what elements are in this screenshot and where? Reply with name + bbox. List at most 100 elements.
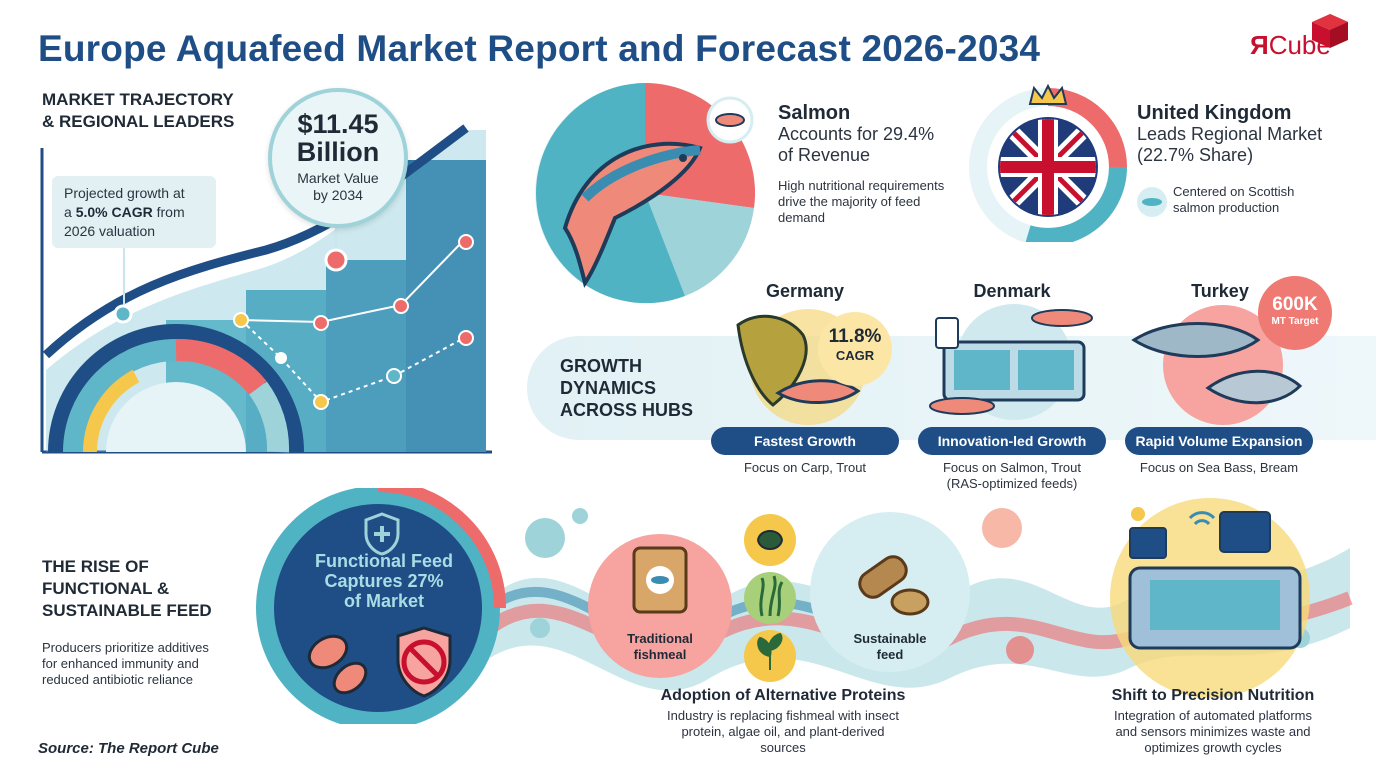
hubs-heading-line2: DYNAMICS [560, 378, 657, 398]
germany-pill: Fastest Growth [711, 427, 899, 455]
salmon-note-line1: High nutritional requirements [778, 178, 945, 193]
dashboard-icon [1219, 511, 1271, 553]
functional-circle-line2: Captures 27% [324, 571, 444, 591]
functional-circle-line1: Functional Feed [314, 551, 453, 571]
denmark-note-line1: Focus on Salmon, Trout [942, 460, 1081, 475]
shield-icon [364, 512, 400, 556]
probiotic-icon [307, 634, 368, 695]
hub-germany-name: Germany [765, 281, 845, 301]
turkey-note: Focus on Sea Bass, Bream [1112, 460, 1326, 476]
bream-icon [1205, 369, 1303, 405]
traditional-line2: fishmeal [633, 647, 687, 662]
trajectory-heading-line1: MARKET TRAJECTORY [42, 90, 234, 109]
hubs-heading-line3: ACROSS HUBS [560, 400, 694, 420]
market-value-bubble: $11.45 Billion Market Value by 2034 [268, 88, 408, 228]
germany-badge-value: 11.8% [828, 326, 882, 347]
uk-note: Centered on Scottish salmon production [1173, 184, 1294, 216]
uk-flag-icon [1000, 119, 1096, 215]
functional-heading: THE RISE OF FUNCTIONAL & SUSTAINABLE FEE… [42, 556, 212, 622]
turkey-badge-value: 600K [1272, 294, 1318, 315]
functional-heading-line3: SUSTAINABLE FEED [42, 601, 212, 620]
sustainable-line1: Sustainable [853, 631, 927, 646]
germany-badge-label: CAGR [835, 348, 875, 363]
denmark-note-line2: (RAS-optimized feeds) [946, 476, 1078, 491]
functional-note-line1: Producers prioritize additives [42, 640, 209, 655]
turkey-badge-label: MT Target [1271, 316, 1319, 327]
uk-sub-line2: (22.7% Share) [1137, 145, 1254, 165]
feed-pellet-icon [858, 555, 908, 599]
salmon-fish-icon-a [1031, 309, 1093, 327]
market-value-label-line2: by 2034 [313, 187, 363, 203]
uk-note-line1: Centered on Scottish [1173, 184, 1295, 199]
turkey-badge: 600K MT Target [1258, 276, 1332, 350]
uk-donut [969, 83, 1127, 242]
algae-icon [759, 575, 784, 617]
germany-illustration [736, 309, 866, 425]
trajectory-heading-line2: & REGIONAL LEADERS [42, 112, 235, 131]
logo-mark: Я [1250, 30, 1269, 60]
market-value-unit: Billion [296, 137, 380, 167]
salmon-fish-icon [562, 141, 703, 288]
salmon-sub-line2: of Revenue [778, 145, 871, 165]
functional-heading-line2: FUNCTIONAL & [42, 579, 170, 598]
hub-denmark-name: Denmark [973, 281, 1051, 301]
salmon-title: Salmon [778, 102, 851, 124]
turkey-pill: Rapid Volume Expansion [1125, 427, 1313, 455]
callout-line3: 2026 valuation [64, 223, 156, 239]
crown-icon [1028, 83, 1068, 105]
logo-word: Cube [1268, 30, 1331, 60]
market-value: $11.45 [297, 109, 379, 139]
hub-turkey-name: Turkey [1191, 281, 1249, 301]
functional-note-line3: reduced antibiotic reliance [42, 672, 194, 687]
callout-a: a [64, 204, 76, 220]
logo-cube-icon [1312, 14, 1348, 48]
uk-note-line2: salmon production [1173, 200, 1280, 215]
sea-bass-icon [1131, 322, 1261, 358]
denmark-note: Focus on Salmon, Trout (RAS-optimized fe… [905, 460, 1119, 492]
sustainable-feed-label: Sustainable feed [830, 631, 950, 663]
proteins-note-line2: protein, algae oil, and plant-derived [681, 724, 885, 739]
callout-line1: Projected growth at [64, 185, 185, 201]
functional-circle-text: Functional Feed Captures 27% of Market [298, 551, 470, 611]
proteins-note-line1: Industry is replacing fishmeal with inse… [667, 708, 899, 723]
precision-note-line2: and sensors minimizes waste and [1115, 724, 1311, 739]
precision-note-line1: Integration of automated platforms [1113, 708, 1312, 723]
functional-note: Producers prioritize additives for enhan… [42, 640, 209, 688]
plant-icon [757, 632, 783, 670]
uk-block: United Kingdom Leads Regional Market (22… [1137, 102, 1322, 166]
page-title: Europe Aquafeed Market Report and Foreca… [38, 28, 1041, 69]
salmon-note-line2: drive the majority of feed [778, 194, 921, 209]
salmon-sub-line1: Accounts for 29.4% [778, 124, 935, 144]
market-value-label-line1: Market Value [297, 170, 379, 186]
germany-badge: 11.8% CAGR [818, 312, 892, 386]
functional-note-line2: for enhanced immunity and [42, 656, 199, 671]
denmark-pill: Innovation-led Growth [918, 427, 1106, 455]
proteins-note-line3: sources [760, 740, 806, 755]
source-note: Source: The Report Cube [38, 740, 219, 757]
trajectory-illustration [40, 124, 492, 454]
germany-note: Focus on Carp, Trout [705, 460, 905, 476]
functional-icons [307, 626, 452, 698]
turkey-illustration [1131, 305, 1303, 425]
proteins-title: Adoption of Alternative Proteins [660, 687, 906, 704]
germany-note-line1: Focus on Carp, Trout [743, 460, 867, 475]
precision-note-line3: optimizes growth cycles [1144, 740, 1282, 755]
cagr-value: 5.0% CAGR [75, 204, 153, 220]
monitor-icon [935, 317, 959, 349]
turkey-note-line1: Focus on Sea Bass, Bream [1139, 460, 1299, 475]
sustainable-line2: feed [876, 647, 904, 662]
salmon-pie [535, 83, 756, 304]
wifi-icon [1188, 511, 1216, 526]
no-antibiotic-icon [396, 626, 452, 698]
insect-icon [756, 530, 784, 550]
functional-circle-line3: of Market [343, 591, 424, 611]
uk-fish-icon [1137, 187, 1167, 217]
denmark-illustration [929, 304, 1093, 420]
precision-title: Shift to Precision Nutrition [1111, 687, 1315, 704]
precision-note: Integration of automated platforms and s… [1080, 708, 1346, 756]
proteins-note: Industry is replacing fishmeal with inse… [620, 708, 946, 756]
trout-icon [775, 379, 861, 404]
salmon-note-line3: demand [778, 210, 825, 225]
trajectory-heading: MARKET TRAJECTORY & REGIONAL LEADERS [42, 89, 234, 133]
callout-b: from [152, 204, 185, 220]
